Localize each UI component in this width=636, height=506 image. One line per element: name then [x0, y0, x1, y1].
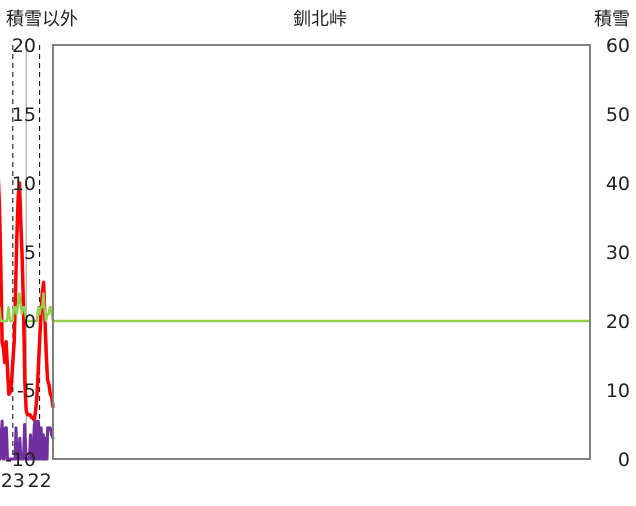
right-tick-label-4: 20	[606, 311, 630, 333]
snow_depth-series-line	[0, 292, 55, 323]
left-tick-label-5: -5	[17, 380, 36, 402]
right-tick-label-5: 10	[606, 380, 630, 402]
right-tick-label-3: 30	[606, 242, 630, 264]
left-tick-label-6: -10	[5, 449, 36, 471]
plot-frame	[52, 44, 591, 460]
right-tick-label-2: 40	[606, 173, 630, 195]
tick-label-layer: 222324252627282930120151050-5-1060504030…	[1, 35, 630, 492]
left-tick-label-3: 5	[24, 242, 36, 264]
chart-title: 釧北峠	[293, 9, 347, 30]
right-axis-title: 積雪	[594, 9, 630, 30]
series-layer	[0, 178, 55, 461]
left-tick-label-2: 10	[12, 173, 36, 195]
x-tick-label-22: 22	[28, 470, 52, 492]
right-tick-label-0: 60	[606, 35, 630, 57]
right-tick-label-6: 0	[618, 449, 630, 471]
temperature-series-line	[0, 178, 55, 423]
wind-series-line	[0, 419, 55, 461]
left-tick-label-0: 20	[12, 35, 36, 57]
left-tick-label-4: 0	[24, 311, 36, 333]
right-tick-label-1: 50	[606, 104, 630, 126]
left-axis-title: 積雪以外	[6, 9, 78, 30]
x-tick-label-23: 23	[1, 470, 25, 492]
left-tick-label-1: 15	[12, 104, 36, 126]
